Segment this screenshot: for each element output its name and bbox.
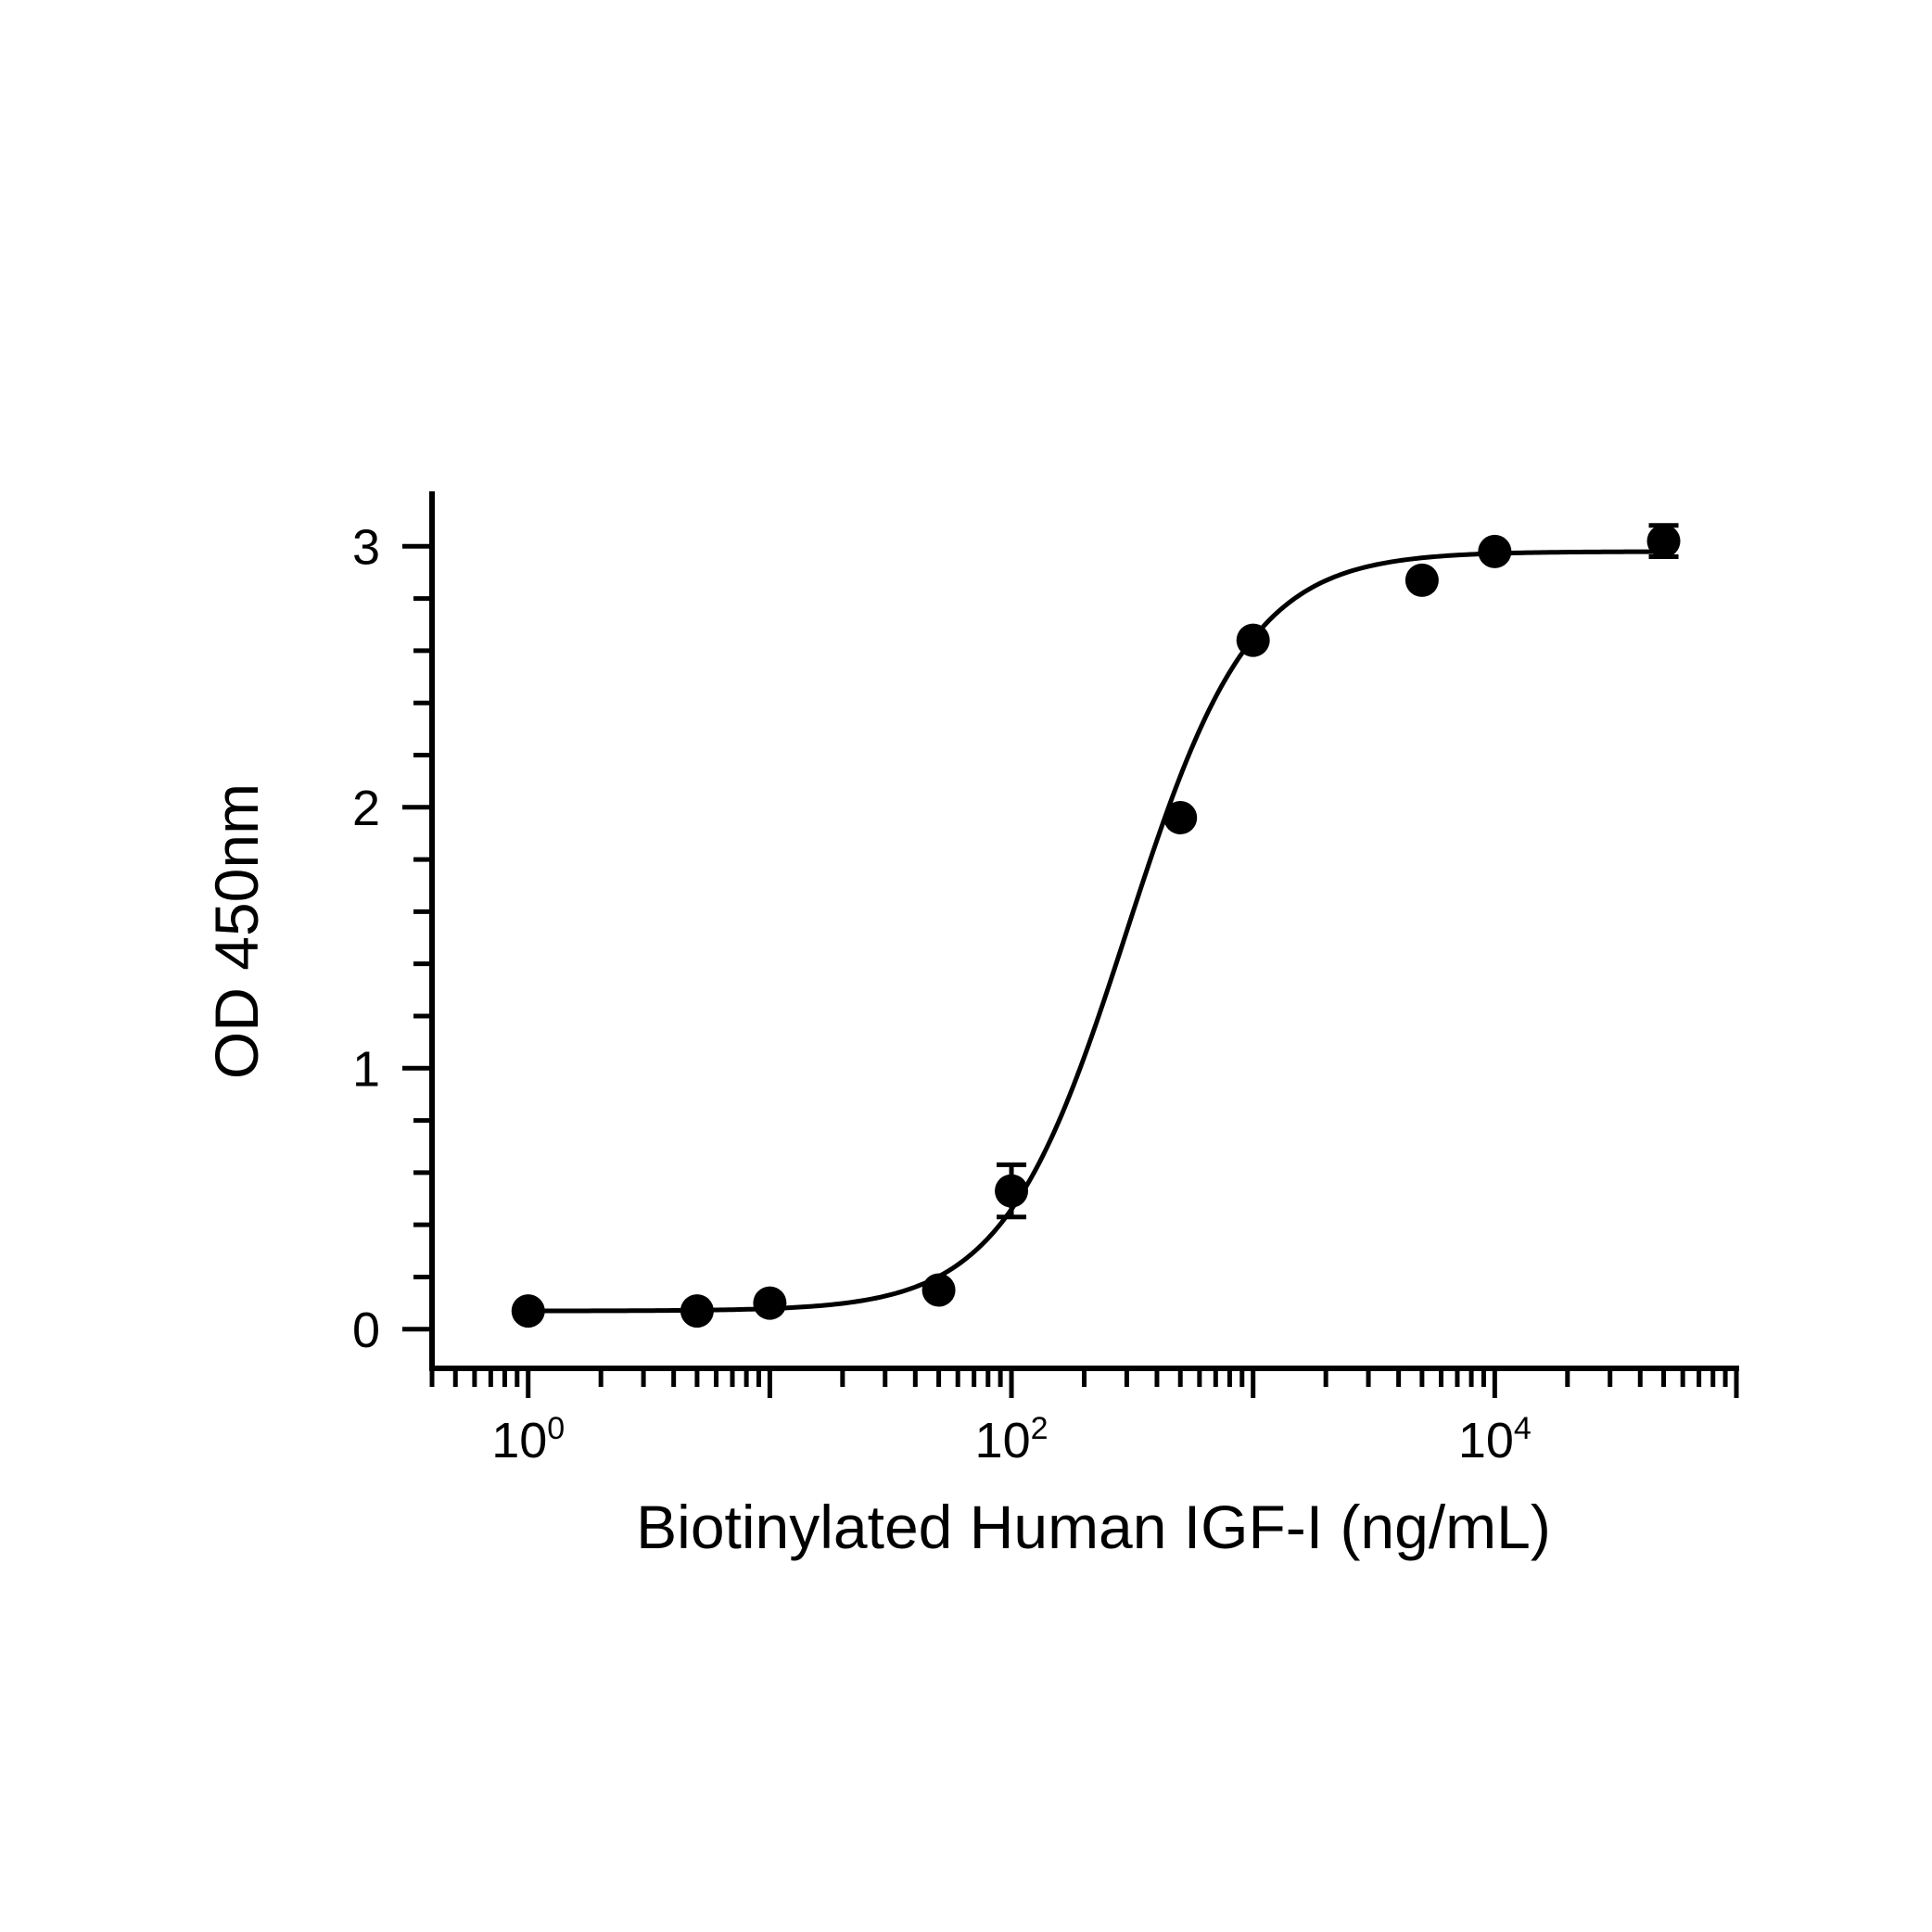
data-point	[1478, 534, 1512, 568]
axes	[429, 491, 1739, 1371]
y-tick-label: 2	[352, 781, 380, 836]
x-tick-label: 104	[1458, 1411, 1532, 1468]
data-point	[995, 1174, 1029, 1208]
ticks	[402, 543, 1739, 1398]
data-point	[1236, 623, 1270, 657]
x-tick-label: 100	[491, 1411, 565, 1468]
tick-labels: 0 1 2 3 100 102 104	[352, 519, 1532, 1468]
y-tick-label: 0	[352, 1303, 380, 1358]
data-point	[1405, 563, 1439, 597]
data-point	[1646, 524, 1681, 558]
data-point	[511, 1294, 545, 1328]
data-point	[1163, 801, 1198, 835]
data-points	[511, 524, 1681, 1328]
error-bars	[997, 523, 1679, 1220]
x-axis-title: Biotinylated Human IGF-I (ng/mL)	[636, 1493, 1551, 1561]
y-axis-title: OD 450nm	[202, 783, 271, 1079]
data-point	[680, 1294, 714, 1328]
data-point	[922, 1273, 956, 1307]
y-tick-label: 1	[352, 1041, 380, 1097]
fit-curve	[527, 549, 1664, 1314]
data-point	[753, 1286, 787, 1320]
x-tick-label: 102	[975, 1411, 1049, 1468]
y-tick-label: 3	[352, 519, 380, 575]
